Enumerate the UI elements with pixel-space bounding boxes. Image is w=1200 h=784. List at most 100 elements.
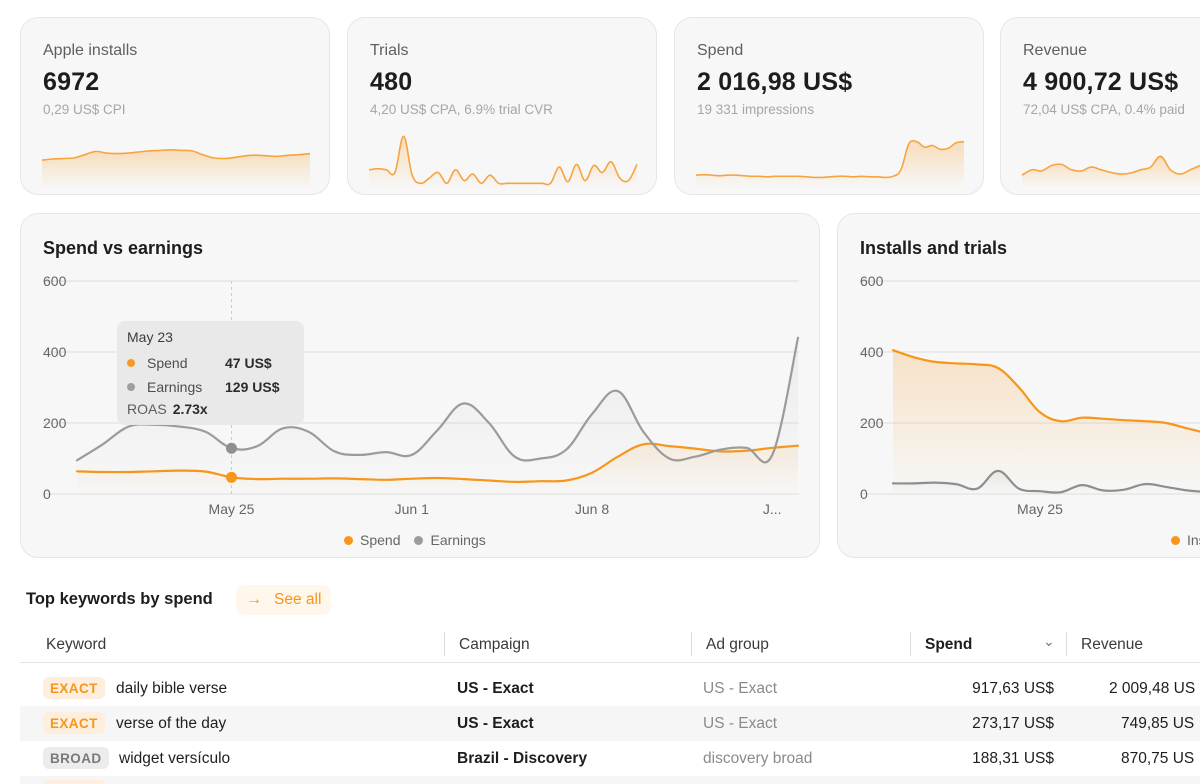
tooltip-value: 129 US$ (225, 379, 280, 395)
legend-label: Spend (360, 532, 401, 548)
table-row[interactable]: EXACT daily bible verse US - Exact US - … (20, 671, 1200, 706)
spend-cell: 188,31 US$ (972, 750, 1054, 767)
kpi-title: Apple installs (43, 42, 138, 59)
match-type-badge (43, 780, 105, 784)
hover-point-spend (226, 471, 237, 483)
tooltip-label: Earnings (147, 379, 203, 395)
chart-legend: Spend Earnings (344, 532, 500, 548)
kpi-value: 6972 (43, 68, 100, 96)
legend-item-earnings[interactable]: Earnings (414, 532, 486, 548)
chart-legend: Ins (1171, 532, 1200, 548)
section-title: Top keywords by spend (26, 590, 213, 608)
y-tick-label: 400 (43, 344, 67, 360)
sparkline (1021, 155, 1200, 188)
ad-group-cell: US - Exact (703, 715, 778, 732)
kpi-subtitle: 72,04 US$ CPA, 0.4% paid (1023, 102, 1185, 117)
kpi-card-spend[interactable]: Spend 2 016,98 US$ 19 331 impressions (674, 17, 984, 195)
column-header-revenue[interactable]: Revenue (1081, 636, 1144, 653)
kpi-subtitle: 4,20 US$ CPA, 6.9% trial CVR (370, 102, 553, 117)
tooltip-date: May 23 (127, 329, 173, 345)
series-area-installs (893, 350, 1200, 494)
spend-dot-icon (127, 359, 135, 367)
legend-item-spend[interactable]: Spend (344, 532, 400, 548)
x-tick-label: J... (763, 501, 782, 517)
column-divider (910, 632, 911, 656)
tooltip-row-spend: Spend 47 US$ (127, 351, 294, 375)
series-line-earnings (75, 336, 800, 464)
legend-item-installs[interactable]: Ins (1171, 532, 1200, 548)
sparkline-area (1022, 156, 1200, 188)
kpi-title: Trials (370, 42, 409, 59)
spend-cell: 917,63 US$ (972, 680, 1054, 697)
column-divider (1066, 632, 1067, 656)
arrow-right-icon: → (246, 591, 262, 608)
ad-group-cell: US - Exact (703, 680, 778, 697)
revenue-cell: 2 009,48 US (1109, 680, 1196, 697)
series-line-installs (891, 349, 1200, 433)
column-header-spend[interactable]: Spend (925, 636, 973, 653)
hover-point-earnings (226, 442, 237, 454)
kpi-title: Spend (697, 42, 744, 59)
ad-group-cell: discovery broad (703, 750, 813, 767)
kpi-card-revenue[interactable]: Revenue 4 900,72 US$ 72,04 US$ CPA, 0.4%… (1000, 17, 1200, 195)
revenue-cell: 749,85 US (1121, 715, 1195, 732)
x-tick-label: Jun 8 (575, 501, 609, 517)
tooltip-roas: ROAS 2.73x (127, 401, 294, 417)
roas-value: 2.73x (172, 401, 208, 417)
kpi-card-installs[interactable]: Apple installs 6972 0,29 US$ CPI (20, 17, 330, 195)
table-row[interactable] (20, 776, 1200, 784)
series-area-trials (893, 470, 1200, 494)
x-tick-label: May 25 (209, 501, 255, 517)
see-all-link[interactable]: → See all (236, 585, 332, 615)
campaign-cell: Brazil - Discovery (457, 750, 588, 767)
sparkline-line (695, 139, 965, 179)
sparkline-area (696, 140, 964, 188)
installs-trials-chart[interactable]: 0 200 400 600 May 25 (838, 214, 1200, 558)
sparkline-line (368, 135, 638, 186)
sparkline (368, 135, 638, 188)
x-tick-label: May 25 (1017, 501, 1063, 517)
campaign-cell: US - Exact (457, 715, 534, 732)
keyword-cell: widget versículo (119, 750, 231, 767)
sparkline-line (1021, 155, 1200, 176)
sparkline-line (41, 148, 311, 161)
sparkline (41, 148, 311, 188)
kpi-subtitle: 19 331 impressions (697, 102, 815, 117)
y-tick-label: 200 (43, 415, 67, 431)
chart-tooltip: May 23 Spend 47 US$ Earnings 129 US$ ROA… (117, 321, 304, 425)
y-tick-label: 0 (43, 486, 51, 502)
kpi-value: 480 (370, 68, 413, 96)
legend-dot-icon (344, 535, 353, 545)
column-header-keyword[interactable]: Keyword (46, 636, 107, 653)
kpi-card-trials[interactable]: Trials 480 4,20 US$ CPA, 6.9% trial CVR (347, 17, 657, 195)
earnings-dot-icon (127, 383, 135, 391)
legend-label: Ins (1187, 532, 1200, 548)
match-type-badge: BROAD (43, 747, 109, 769)
match-type-badge: EXACT (43, 677, 105, 699)
see-all-label: See all (274, 591, 322, 608)
keyword-cell: verse of the day (116, 715, 227, 732)
y-tick-label: 400 (860, 344, 884, 360)
kpi-value: 2 016,98 US$ (697, 68, 853, 96)
column-header-ad-group[interactable]: Ad group (706, 636, 769, 653)
chart-title: Spend vs earnings (43, 238, 204, 258)
x-tick-label: Jun 1 (395, 501, 429, 517)
keyword-cell: daily bible verse (116, 680, 228, 697)
kpi-subtitle: 0,29 US$ CPI (43, 102, 126, 117)
sparkline (695, 139, 965, 188)
y-tick-label: 200 (860, 415, 884, 431)
spend-cell: 273,17 US$ (972, 715, 1054, 732)
column-header-campaign[interactable]: Campaign (459, 636, 530, 653)
table-header: Keyword Campaign Ad group Spend ⌄ Revenu… (20, 626, 1200, 663)
match-type-badge: EXACT (43, 712, 105, 734)
table-row[interactable]: BROAD widget versículo Brazil - Discover… (20, 741, 1200, 776)
legend-dot-icon (414, 535, 424, 545)
roas-label: ROAS (127, 401, 167, 417)
sort-chevron-down-icon[interactable]: ⌄ (1043, 633, 1055, 649)
y-tick-label: 0 (860, 486, 868, 502)
column-divider (444, 632, 445, 656)
revenue-cell: 870,75 US (1121, 750, 1195, 767)
tooltip-row-earnings: Earnings 129 US$ (127, 375, 294, 399)
y-tick-label: 600 (860, 273, 884, 289)
table-row[interactable]: EXACT verse of the day US - Exact US - E… (20, 706, 1200, 741)
